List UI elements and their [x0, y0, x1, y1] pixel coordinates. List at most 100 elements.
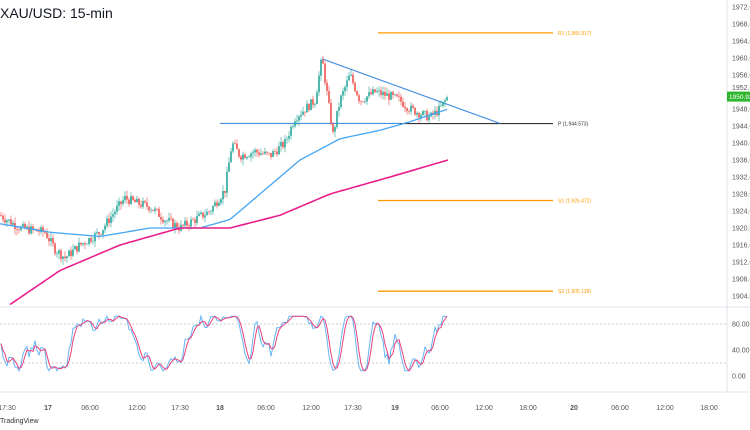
candle-body — [336, 110, 338, 128]
x-tick: 06:00 — [257, 405, 275, 412]
candle-body — [412, 105, 414, 108]
candle-body — [28, 226, 30, 234]
chart-title: XAU/USD: 15-min — [0, 5, 113, 21]
candle-body — [134, 199, 136, 203]
candle-body — [142, 200, 144, 207]
candle-body — [126, 195, 128, 200]
candle-body — [282, 142, 284, 148]
candle-body — [154, 208, 156, 211]
candle-body — [192, 219, 194, 221]
candle-body — [356, 91, 358, 96]
candle-body — [196, 215, 198, 223]
candle-body — [16, 229, 18, 230]
pivot-label: S2 (1,905.128) — [558, 289, 591, 295]
candle-body — [74, 246, 76, 250]
candle-body — [360, 101, 362, 102]
x-tick: 06:00 — [611, 405, 629, 412]
y-tick: 1916.000 — [732, 243, 750, 250]
candle-body — [30, 226, 32, 234]
candle-body — [392, 92, 394, 95]
candle-body — [54, 243, 56, 254]
y-tick: 1924.000 — [732, 209, 750, 216]
candle-body — [144, 200, 146, 203]
x-tick: 19 — [391, 405, 399, 412]
candle-body — [52, 238, 54, 244]
oscillator-y-tick: 80.00 — [732, 322, 750, 329]
candle-body — [272, 151, 274, 157]
y-tick: 1952.000 — [732, 85, 750, 92]
x-tick: 17:30 — [344, 405, 362, 412]
y-tick: 1944.000 — [732, 124, 750, 131]
candle-body — [92, 241, 94, 242]
candle-body — [352, 74, 354, 83]
candle-body — [190, 219, 192, 227]
candle-body — [56, 253, 58, 255]
y-tick: 1968.000 — [732, 22, 750, 29]
candle-body — [358, 95, 360, 102]
candle-body — [232, 143, 234, 152]
candle-body — [398, 96, 400, 98]
candle-body — [420, 115, 422, 118]
candle-body — [400, 96, 402, 102]
candle-body — [98, 232, 100, 235]
candle-body — [264, 151, 266, 154]
candle-body — [370, 92, 372, 95]
candle-body — [40, 227, 42, 233]
y-tick: 1972.000 — [732, 5, 750, 12]
candle-body — [208, 211, 210, 213]
candle-body — [308, 103, 310, 111]
candle-body — [64, 256, 66, 259]
oscillator-d-line — [0, 315, 448, 372]
candle-body — [318, 75, 320, 93]
candle-body — [410, 105, 412, 112]
x-tick: 06:00 — [431, 405, 449, 412]
candle-body — [112, 214, 114, 217]
candle-body — [234, 143, 236, 144]
candle-body — [294, 121, 296, 127]
y-tick: 1912.000 — [732, 260, 750, 267]
pivot-label: R1 (1,965.917) — [558, 31, 592, 37]
candle-body — [86, 243, 88, 245]
candle-body — [150, 209, 152, 211]
candle-body — [338, 107, 340, 111]
candle-body — [328, 90, 330, 103]
candle-body — [172, 218, 174, 228]
candle-body — [446, 97, 448, 101]
x-tick: 12:00 — [128, 405, 146, 412]
y-tick: 1956.000 — [732, 73, 750, 80]
candle-body — [248, 156, 250, 158]
candle-body — [32, 226, 34, 230]
candle-body — [382, 91, 384, 96]
candle-body — [6, 220, 8, 223]
y-tick: 1940.000 — [732, 141, 750, 148]
x-tick: 20 — [570, 405, 578, 412]
candle-body — [2, 215, 4, 220]
candle-body — [168, 218, 170, 221]
candle-body — [288, 135, 290, 139]
x-tick: 12:00 — [656, 405, 674, 412]
candle-body — [22, 223, 24, 227]
candle-body — [138, 198, 140, 205]
candle-body — [296, 120, 298, 122]
candle-body — [404, 106, 406, 109]
candle-body — [108, 218, 110, 224]
candle-body — [76, 246, 78, 252]
y-tick: 1932.000 — [732, 175, 750, 182]
candle-body — [0, 215, 2, 216]
candle-body — [326, 82, 328, 91]
candle-body — [184, 220, 186, 226]
x-tick: 12:00 — [302, 405, 320, 412]
candle-body — [444, 100, 446, 102]
oscillator-y-tick: 0.00 — [732, 374, 746, 381]
oscillator-k-line — [0, 314, 447, 373]
y-tick: 1936.000 — [732, 158, 750, 165]
candle-body — [350, 74, 352, 76]
candle-body — [342, 90, 344, 96]
candle-body — [286, 138, 288, 140]
last-price-label: 1950.920 — [729, 94, 750, 101]
pivot-label: S1 (1,926.472) — [558, 198, 591, 204]
candle-body — [60, 250, 62, 259]
candle-body — [340, 95, 342, 108]
candle-body — [270, 153, 272, 157]
